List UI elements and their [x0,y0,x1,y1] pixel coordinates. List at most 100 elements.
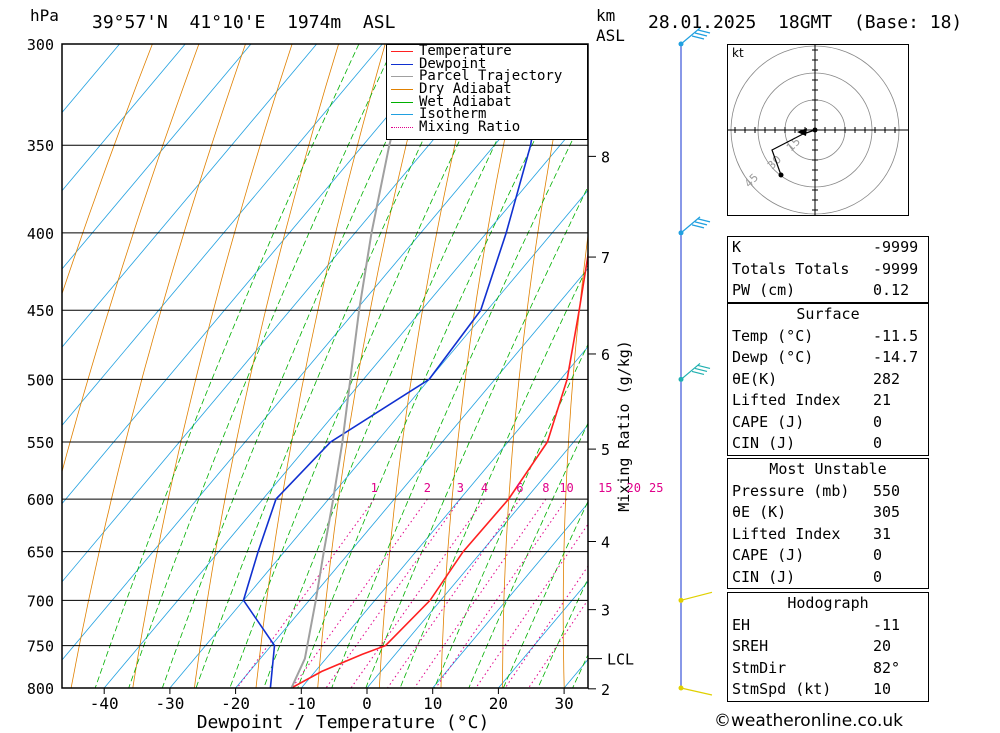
pressure-tick-label: 350 [27,137,54,155]
hodograph-unit-label: kt [732,46,744,60]
isotherm-line [62,44,186,192]
mixing-ratio-value-label: 2 [424,481,431,495]
pressure-tick-label: 750 [27,638,54,656]
mixing-ratio-value-label: 4 [481,481,488,495]
mixing-ratio-value-label: 1 [371,481,378,495]
table-row: Lifted Index 31 [732,524,892,543]
mixing-ratio-line [435,498,568,688]
table-row: StmDir 82° [732,658,901,677]
table-row: Lifted Index 21 [732,391,892,409]
x-tick-label: -40 [90,694,119,713]
km-tick-label: 2 [601,681,610,699]
pressure-tick-label: 800 [27,680,54,698]
wind-barb [680,27,711,45]
table-title: Surface [796,305,860,323]
dry-adiabat-line [941,44,995,688]
mixing-ratio-line [236,498,375,688]
wind-barb [680,591,713,601]
location-title: 39°57'N 41°10'E 1974m ASL [92,12,396,33]
wind-barb [680,687,713,696]
table-row: K -9999 [732,238,919,256]
copyright-text: ©weatheronline.co.uk [714,711,904,731]
table-row: CIN (J) 0 [732,434,883,452]
pressure-tick-label: 700 [27,592,54,610]
mixing-ratio-value-label: 10 [559,481,573,495]
dry-adiabat-line [70,44,246,688]
pressure-tick-label: 650 [27,544,54,562]
mixing-ratio-value-label: 20 [626,481,640,495]
x-tick-label: 30 [554,694,573,713]
legend-swatch [391,127,413,129]
km-tick-label: 7 [601,249,610,267]
dry-adiabat-line [255,44,386,688]
height-unit-asl-label: ASL [596,26,625,45]
most-unstable-table: Most Unstable Pressure (mb) 550 θE (K) 305… [727,458,929,589]
wet-adiabat-line [195,44,469,688]
mixing-ratio-line [475,523,588,688]
pressure-tick-label: 400 [27,225,54,243]
dry-adiabat-line [679,44,711,688]
mixing-ratio-value-label: 15 [598,481,612,495]
profile-temperature [291,250,588,688]
table-title: Most Unstable [769,460,887,478]
isotherm-line [62,44,120,114]
pressure-unit-label: hPa [30,6,59,25]
isotherm-line [432,502,588,688]
hodograph-table: Hodograph EH -11 SREH 20 StmDir 82° StmSpd … [727,592,929,702]
mixing-ratio-line [387,498,521,688]
wet-adiabat-line [94,44,360,688]
profile-parcel-trajectory [290,44,417,688]
wet-adiabat-line [434,343,588,688]
x-tick-label: 0 [362,694,372,713]
mixing-ratio-line [350,498,485,688]
wind-barb [680,362,711,380]
table-row: Temp (°C) -11.5 [732,326,919,345]
indices-table: K -9999 Totals Totals -9999 PW (cm) 0.12 [727,236,929,303]
table-row: SREH 20 [732,637,892,655]
plot-area [62,44,1000,688]
legend-swatch [391,114,413,116]
pressure-tick-label: 450 [27,302,54,320]
legend-item-isotherm: Isotherm [387,107,587,121]
isotherm-line [103,111,588,688]
isotherm-line [62,44,580,661]
km-tick-label: 8 [601,148,610,166]
legend-swatch [391,89,413,91]
table-row: CIN (J) 0 [732,567,883,586]
x-tick-label: -10 [287,694,316,713]
lcl-label: LCL [607,651,634,669]
table-row: CAPE (J) 0 [732,546,883,564]
surface-table: Surface Temp (°C) -11.5 Dewp (°C) -14.7 θE… [727,303,929,456]
km-tick-label: 4 [601,533,610,551]
dry-adiabat-line [990,44,1000,688]
hodograph-point [812,127,818,133]
x-tick-label: 10 [423,694,442,713]
wet-adiabat-line [229,44,506,688]
mixing-ratio-value-label: 25 [649,481,663,495]
isotherm-line [235,267,588,688]
height-unit-label: km [596,6,616,25]
km-tick-label: 3 [601,602,610,620]
table-row: Totals Totals -9999 [732,259,919,278]
chart-legend: Temperature Dewpoint Parcel Trajectory D… [386,44,588,140]
table-row: θE(K) 282 [732,369,901,388]
legend-swatch [391,51,413,52]
mixing-ratio-line [325,498,461,688]
dry-adiabat-line [62,44,153,295]
table-title: Hodograph [787,594,869,612]
legend-swatch [391,76,413,78]
pressure-tick-label: 300 [27,36,54,54]
profile-dewpoint [242,44,548,688]
wet-adiabat-line [263,44,544,688]
table-row: Pressure (mb) 550 [732,481,901,500]
pressure-tick-label: 550 [27,434,54,452]
mixing-ratio-value-label: 3 [457,481,464,495]
table-row: StmSpd (kt) 10 [732,680,892,698]
hodograph-point [778,172,784,178]
legend-item-parcel: Parcel Trajectory [387,69,587,83]
table-row: CAPE (J) 0 [732,412,883,431]
pressure-tick-label: 600 [27,491,54,509]
legend-item-dry-adiabat: Dry Adiabat [387,82,587,96]
